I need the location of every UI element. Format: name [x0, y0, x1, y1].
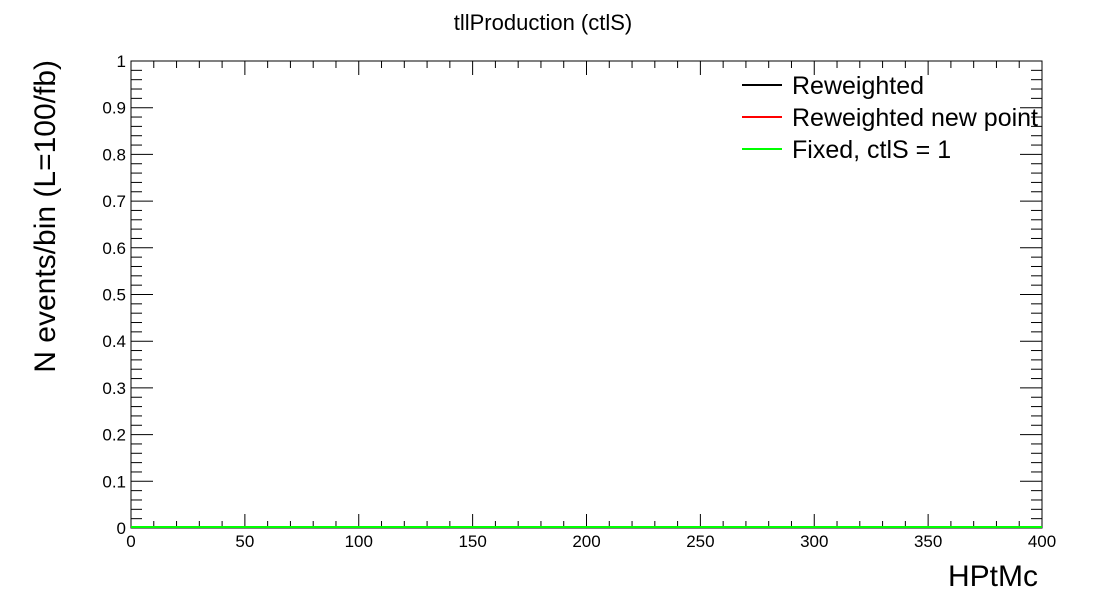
y-tick-label: 0.9 — [102, 99, 126, 118]
y-tick-label: 1 — [117, 52, 126, 71]
y-tick-label: 0.2 — [102, 426, 126, 445]
x-tick-label: 250 — [686, 532, 714, 551]
y-tick-label: 0 — [117, 519, 126, 538]
x-tick-label: 100 — [345, 532, 373, 551]
y-tick-label: 0.7 — [102, 192, 126, 211]
legend-label: Reweighted new point — [792, 104, 1038, 132]
x-tick-label: 300 — [800, 532, 828, 551]
y-axis-title: N events/bin (L=100/fb) — [29, 60, 62, 373]
x-tick-label: 400 — [1028, 532, 1056, 551]
ticks-layer: 0 50 100 150 200 250 300 350 400 0 0.1 0.2 0.3 0.4 0.5… — [102, 52, 1056, 551]
x-tick-label: 200 — [572, 532, 600, 551]
legend-label: Fixed, ctlS = 1 — [792, 136, 951, 164]
y-tick-label: 0.1 — [102, 472, 126, 491]
x-tick-label: 50 — [235, 532, 254, 551]
y-tick-label: 0.8 — [102, 145, 126, 164]
y-tick-label: 0.5 — [102, 286, 126, 305]
y-tick-label: 0.4 — [102, 332, 126, 351]
y-tick-label: 0.6 — [102, 239, 126, 258]
legend-label: Reweighted — [792, 72, 924, 100]
legend: Reweighted Reweighted new point Fixed, ctl… — [742, 72, 1038, 164]
x-tick-label: 350 — [914, 532, 942, 551]
x-tick-label: 0 — [126, 532, 135, 551]
chart-title: tllProduction (ctlS) — [454, 10, 633, 35]
x-axis-title: HPtMc — [948, 560, 1038, 593]
x-tick-label: 150 — [458, 532, 486, 551]
y-tick-label: 0.3 — [102, 379, 126, 398]
